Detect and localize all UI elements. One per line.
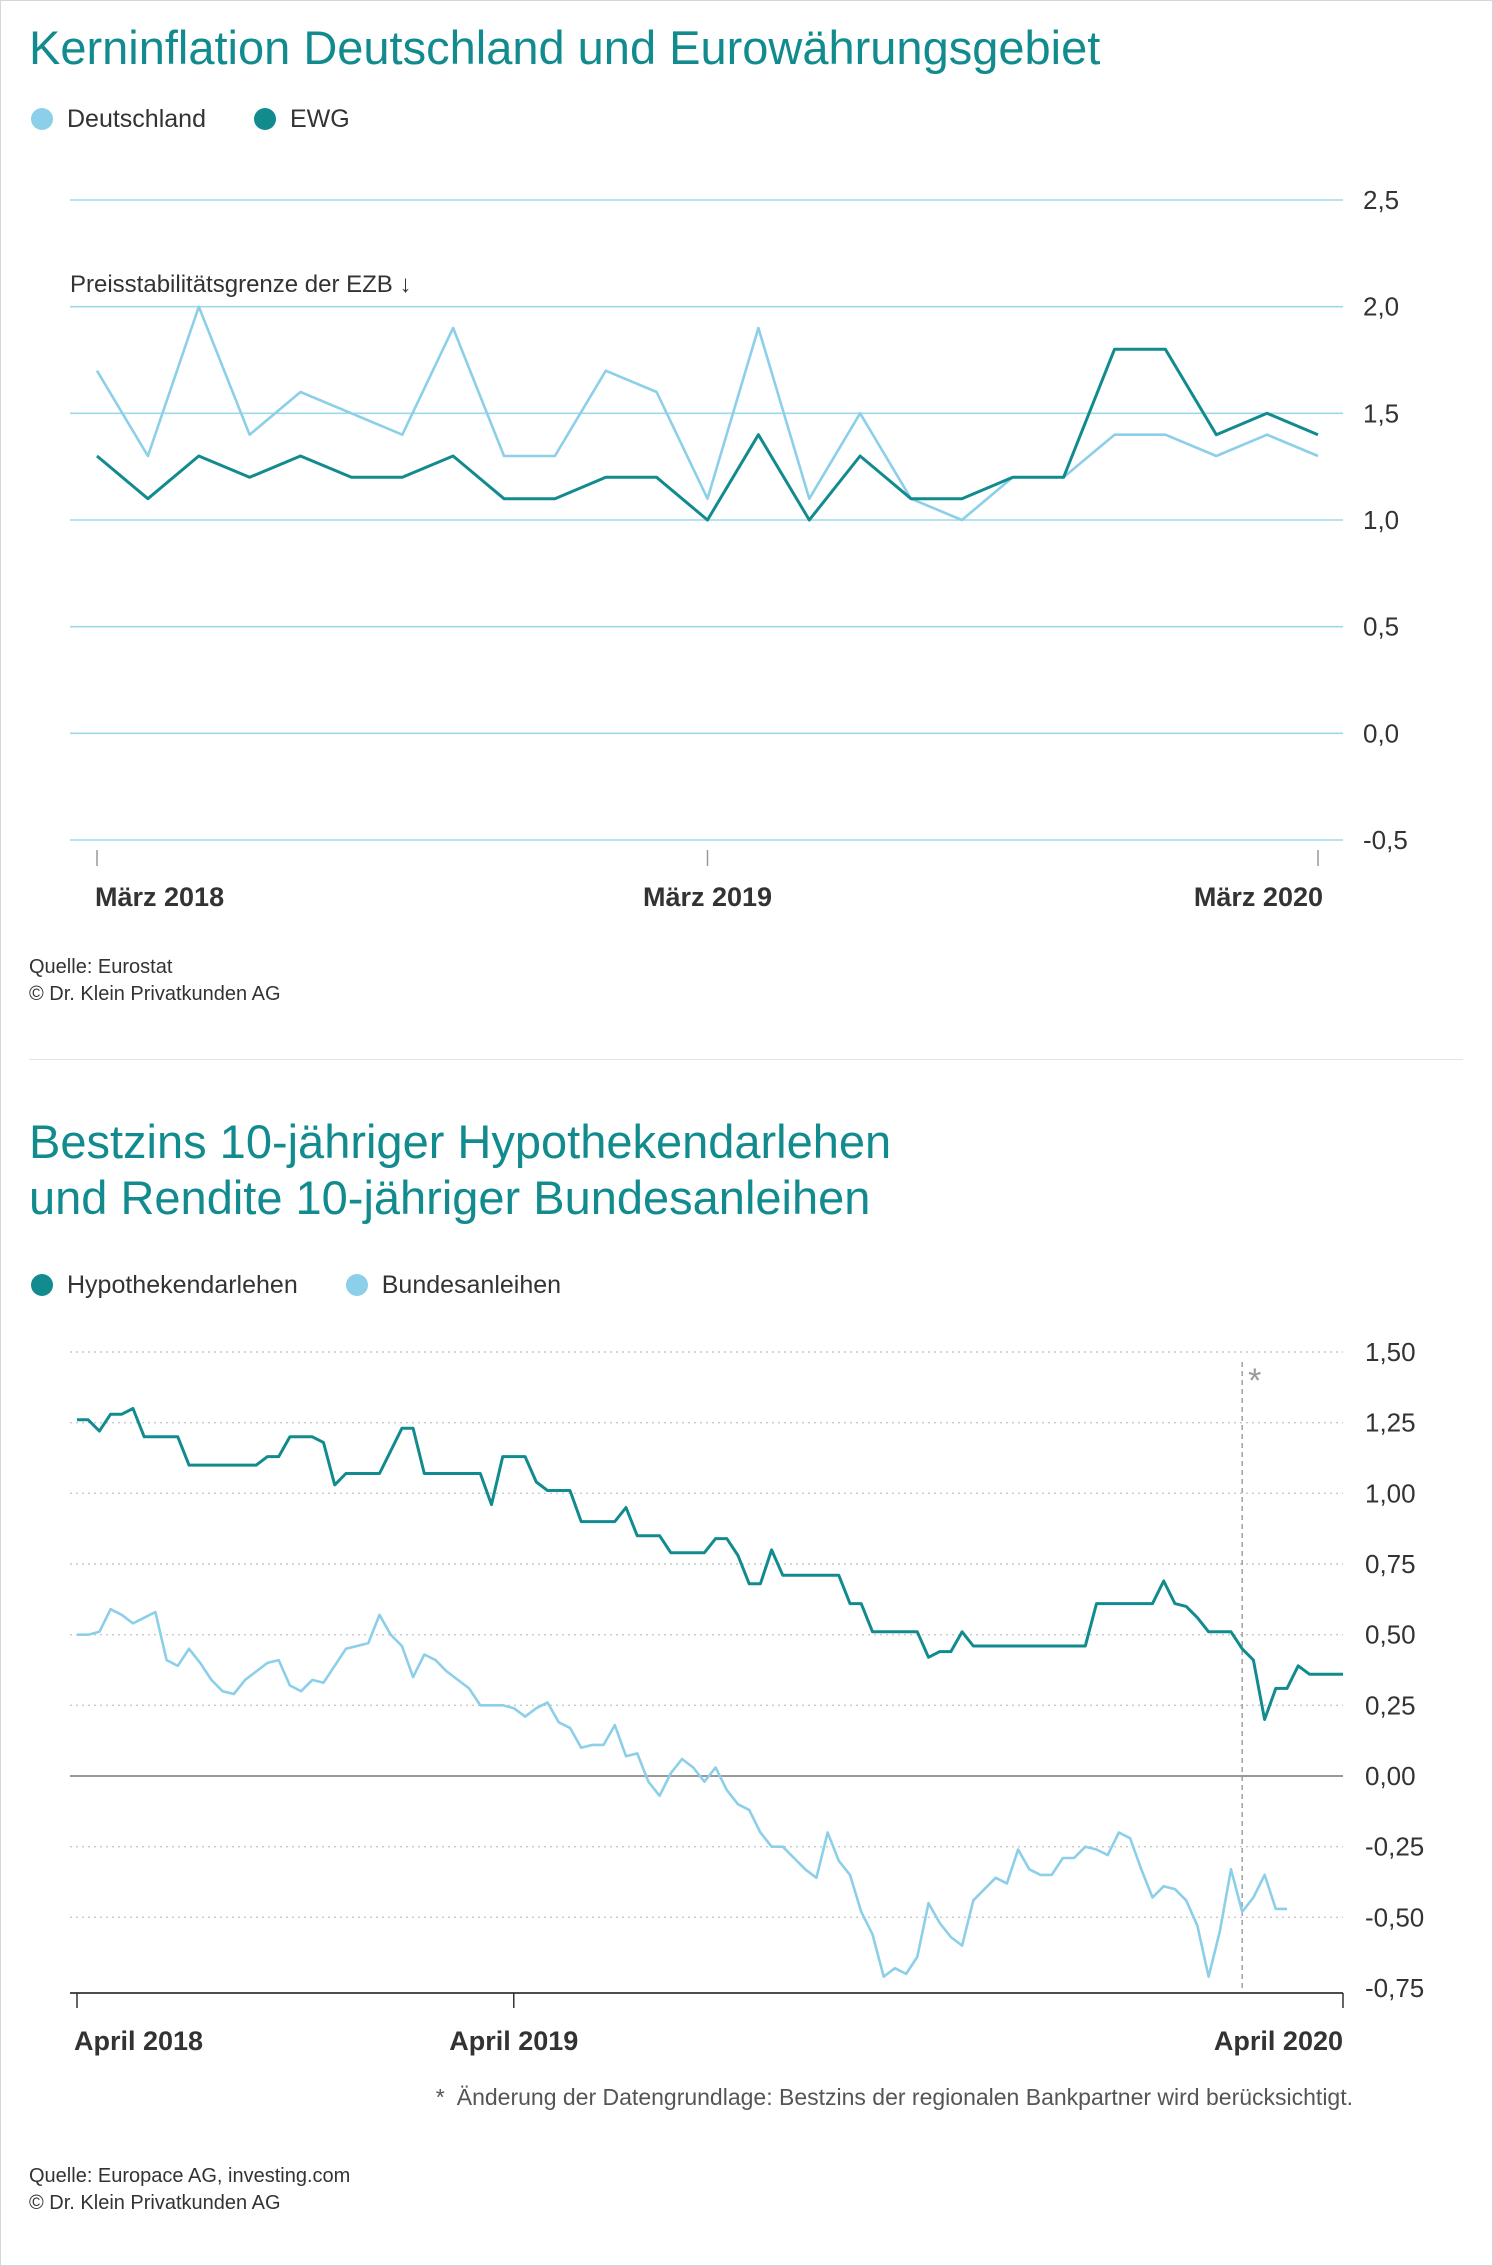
chart1-y-tick-label: -0,5 xyxy=(1363,825,1408,855)
legend-dot-deutschland xyxy=(31,108,53,130)
chart2-x-tick-label: April 2019 xyxy=(449,2026,578,2056)
chart2-source-line: Quelle: Europace AG, investing.com xyxy=(29,2165,351,2187)
legend-dot-ewg xyxy=(253,108,276,130)
chart1-y-tick-label: 0,5 xyxy=(1363,612,1399,642)
chart2-x-tick-label: April 2020 xyxy=(1214,2026,1343,2056)
legend-dot-hypothekendarlehen xyxy=(31,1274,53,1296)
chart2-title-line-1: Bestzins 10-jähriger Hypothekendarlehen xyxy=(29,1115,892,1168)
chart2-y-tick-label: -0,25 xyxy=(1365,1832,1424,1862)
chart2-y-ticks: 1,50 1,25 1,00 0,75 0,50 0,25 0,00 -0,25 -0,50 -0… xyxy=(1365,1337,1424,2003)
legend-label-bundesanleihen: Bundesanleihen xyxy=(381,1270,562,1299)
chart1-series-line-ewg xyxy=(96,347,1319,522)
chart1-title-line: Kerninflation Deutschland und Eurowährun… xyxy=(29,21,1101,74)
chart1-source: Quelle: Eurostat © Dr. Klein Privatkunde… xyxy=(29,954,281,1008)
chart1-annotation: Preisstabilitätsgrenze der EZB ↓ xyxy=(70,271,411,298)
chart1-y-tick-label: 1,5 xyxy=(1363,398,1399,428)
legend-label-hypothekendarlehen: Hypothekendarlehen xyxy=(67,1270,298,1299)
chart2-plot: 1,50 1,25 1,00 0,75 0,50 0,25 0,00 -0,25 -0,50 -0… xyxy=(70,1337,1424,2056)
chart2-x-axis: April 2018 April 2019 April 2020 xyxy=(74,1993,1344,2056)
chart2-y-tick-label: 1,00 xyxy=(1365,1478,1416,1508)
chart2-source: Quelle: Europace AG, investing.com © Dr.… xyxy=(29,2163,350,2217)
chart2-y-tick-label: -0,50 xyxy=(1365,1902,1424,1932)
chart1-series-line-deutschland xyxy=(95,305,1319,522)
chart2-y-tick-label: 0,75 xyxy=(1365,1549,1416,1579)
chart2-title: Bestzins 10-jähriger Hypothekendarlehen … xyxy=(29,1114,891,1226)
chart2-marker-star: * xyxy=(1248,1362,1261,1400)
chart2-y-tick-label: 1,50 xyxy=(1365,1337,1416,1367)
chart2-x-tick-label: April 2018 xyxy=(74,2026,203,2056)
section-divider xyxy=(29,1059,1463,1060)
legend-item-bundesanleihen: Bundesanleihen xyxy=(345,1270,562,1300)
chart2-y-tick-label: -0,75 xyxy=(1365,1973,1424,2003)
chart1-source-line: Quelle: Eurostat xyxy=(29,956,173,978)
chart2-footnote: * Änderung der Datengrundlage: Bestzins d… xyxy=(436,2084,1353,2111)
chart2-y-tick-label: 0,25 xyxy=(1365,1690,1416,1720)
chart1-y-ticks: 2,5 2,0 1,5 1,0 0,5 0,0 -0,5 xyxy=(1363,185,1408,855)
chart2-y-tick-label: 0,00 xyxy=(1365,1761,1416,1791)
footnote-text: Änderung der Datengrundlage: Bestzins de… xyxy=(456,2084,1353,2110)
chart1-copyright-line: © Dr. Klein Privatkunden AG xyxy=(29,983,281,1005)
legend-dot-bundesanleihen xyxy=(345,1274,368,1296)
legend-label-ewg: EWG xyxy=(289,104,350,133)
legend-item-deutschland: Deutschland xyxy=(31,105,206,134)
chart2-y-tick-label: 1,25 xyxy=(1365,1408,1416,1438)
chart2-copyright-line: © Dr. Klein Privatkunden AG xyxy=(29,2192,281,2214)
legend-item-ewg: EWG xyxy=(253,104,350,134)
chart2-legend: Hypothekendarlehen Bundesanleihen xyxy=(31,1267,561,1303)
chart2-series xyxy=(77,1407,1343,1978)
chart2-title-line-2: und Rendite 10-jähriger Bundesanleihen xyxy=(29,1171,871,1224)
legend-label-deutschland: Deutschland xyxy=(67,104,206,133)
chart1-y-tick-label: 0,0 xyxy=(1363,718,1399,748)
chart1-x-tick-label: März 2020 xyxy=(1194,882,1323,912)
chart2-y-tick-label: 0,50 xyxy=(1365,1620,1416,1650)
chart1-y-tick-label: 2,5 xyxy=(1363,185,1399,215)
chart1-title: Kerninflation Deutschland und Eurowährun… xyxy=(29,20,1100,76)
chart2-data-change-marker: * xyxy=(1241,1362,1261,1988)
chart1-y-tick-label: 2,0 xyxy=(1363,292,1399,322)
chart1-series xyxy=(95,305,1319,522)
chart1-grid xyxy=(70,199,1343,841)
chart2-grid xyxy=(70,1351,1343,1994)
chart1-plot: 2,5 2,0 1,5 1,0 0,5 0,0 -0,5 Preisstabilitätsg… xyxy=(70,185,1408,912)
chart1-y-tick-label: 1,0 xyxy=(1363,505,1399,535)
chart1-x-tick-label: März 2019 xyxy=(643,882,772,912)
chart1-legend: Deutschland EWG xyxy=(31,101,350,137)
footnote-star: * xyxy=(435,2084,445,2110)
chart1-x-tick-label: März 2018 xyxy=(95,882,224,912)
chart2-series-line-hypothekendarlehen xyxy=(77,1407,1343,1721)
chart2-series-line-bundesanleihen xyxy=(77,1607,1287,1978)
legend-item-hypothekendarlehen: Hypothekendarlehen xyxy=(31,1271,298,1300)
chart1-x-axis: März 2018 März 2019 März 2020 xyxy=(95,850,1323,912)
